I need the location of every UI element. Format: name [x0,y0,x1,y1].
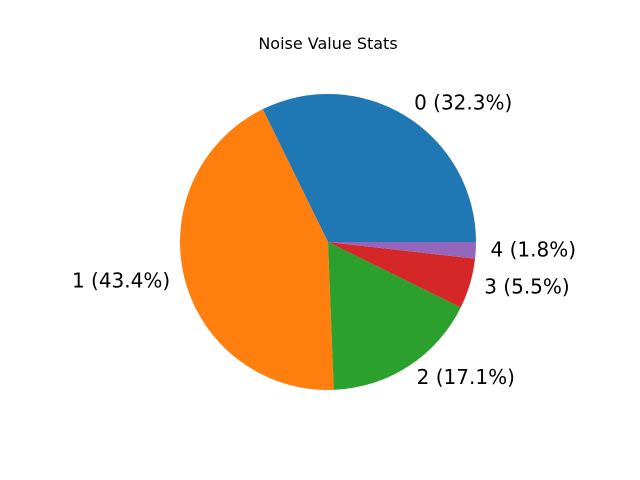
pie-label-4: 4 (1.8%) [491,238,577,262]
pie-slice-1 [180,109,334,391]
pie-slice-3 [328,242,476,308]
pie-slice-2 [328,242,461,390]
pie-label-0: 0 (32.3%) [414,90,512,114]
pie-labels: 0 (32.3%) 1 (43.4%) 2 (17.1%) 3 (5.5%) 4 (1.… [72,90,576,389]
pie-slice-0 [262,94,476,242]
pie-label-3: 3 (5.5%) [484,274,570,298]
pie-label-2: 2 (17.1%) [417,365,515,389]
pie-slice-4 [328,242,476,259]
pie-label-1: 1 (43.4%) [72,268,170,292]
pie-slices [180,94,476,391]
chart-title: Noise Value Stats [258,34,397,53]
